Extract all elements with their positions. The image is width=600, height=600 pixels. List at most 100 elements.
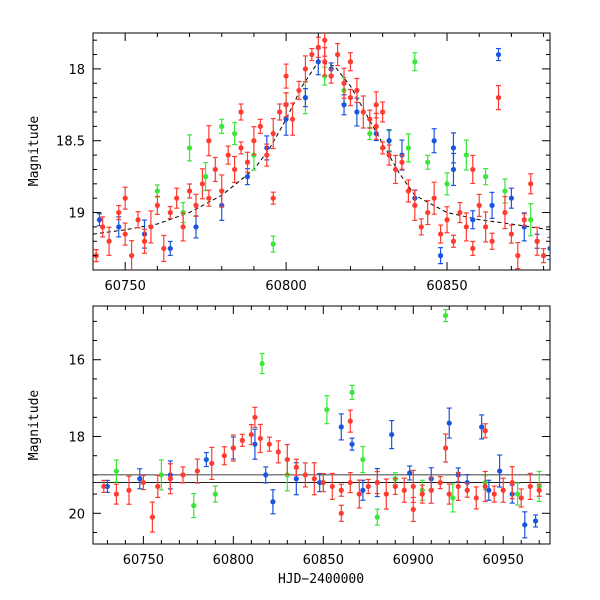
red-marker: [338, 510, 344, 516]
red-marker: [239, 437, 245, 443]
bottom-data-marks: [93, 308, 550, 539]
red-marker: [238, 109, 244, 115]
red-marker: [500, 487, 506, 493]
green-marker: [528, 217, 534, 223]
red-point-64: [508, 224, 514, 244]
blue-marker: [193, 224, 199, 230]
red-point-34: [446, 483, 452, 505]
red-point-15: [275, 440, 281, 464]
red-point-76: [373, 91, 379, 119]
red-marker: [155, 483, 161, 490]
red-marker: [101, 483, 107, 490]
blue-marker: [450, 145, 457, 151]
blue-point-14: [407, 465, 413, 481]
red-marker: [405, 188, 411, 194]
red-marker: [293, 464, 299, 470]
blue-marker: [489, 202, 495, 208]
red-marker: [527, 483, 533, 490]
red-point-12: [248, 423, 254, 446]
red-point-9: [154, 195, 160, 215]
red-point-51: [410, 496, 416, 523]
red-marker: [219, 188, 225, 194]
blue-point-23: [508, 187, 514, 209]
red-point-8: [148, 210, 154, 244]
red-point-45: [386, 144, 392, 166]
red-marker: [122, 231, 128, 237]
bottom-x-axis-label: HJD−2400000: [278, 572, 364, 587]
blue-point-3: [167, 240, 173, 257]
red-marker: [410, 506, 416, 513]
blue-marker: [495, 51, 502, 58]
red-point-26: [264, 143, 270, 167]
red-marker: [283, 73, 289, 79]
blue-point-20: [470, 210, 476, 230]
red-marker: [167, 209, 173, 216]
red-point-2: [106, 226, 112, 256]
red-marker: [373, 102, 379, 108]
blue-point-23: [486, 479, 492, 501]
blue-marker: [547, 245, 550, 252]
blue-marker: [104, 483, 110, 490]
red-point-55: [450, 234, 457, 248]
red-marker: [270, 130, 276, 137]
blue-marker: [302, 95, 309, 101]
red-marker: [180, 224, 186, 230]
x-tick-label: 60850: [426, 279, 467, 294]
red-point-44: [380, 141, 386, 155]
red-marker: [450, 238, 457, 244]
red-marker: [473, 495, 479, 501]
red-point-13: [180, 212, 186, 242]
red-marker: [431, 195, 437, 201]
blue-point-22: [533, 514, 539, 528]
x-tick-label: 60800: [213, 553, 254, 568]
red-marker: [528, 181, 534, 187]
blue-marker: [338, 424, 344, 430]
red-marker: [521, 217, 527, 223]
red-marker: [329, 483, 335, 490]
red-marker: [518, 495, 524, 501]
bottom-y-axis-label: Magnitude: [27, 390, 42, 461]
red-point-6: [180, 466, 186, 484]
green-point-6: [212, 485, 218, 503]
red-point-3: [140, 474, 146, 491]
red-marker: [257, 435, 263, 442]
blue-marker: [386, 138, 392, 144]
red-point-39: [491, 485, 497, 503]
red-point-11: [239, 433, 245, 447]
blue-marker: [270, 499, 276, 505]
red-point-15: [193, 193, 199, 217]
red-point-53: [437, 224, 444, 244]
green-point-11: [367, 126, 373, 141]
red-point-24: [356, 479, 362, 509]
blue-point-6: [263, 466, 269, 484]
red-marker: [199, 181, 206, 187]
blue-point-19: [497, 454, 503, 488]
green-point-1: [259, 352, 265, 375]
green-point-4: [232, 121, 238, 146]
red-point-49: [412, 189, 418, 221]
red-point-5: [167, 463, 173, 495]
blue-marker: [446, 420, 452, 426]
red-marker: [149, 514, 155, 520]
blue-marker: [450, 166, 457, 173]
green-point-19: [528, 203, 534, 237]
red-point-37: [473, 486, 479, 510]
red-point-46: [443, 433, 449, 463]
green-marker: [412, 59, 418, 65]
red-point-26: [374, 470, 380, 495]
green-point-10: [360, 445, 366, 474]
red-marker: [455, 483, 461, 490]
blue-marker: [486, 487, 492, 493]
red-marker: [373, 123, 379, 129]
blue-marker: [407, 470, 413, 476]
red-marker: [113, 491, 119, 497]
red-marker: [270, 195, 276, 201]
blue-marker: [522, 522, 528, 528]
red-point-16: [199, 168, 206, 200]
red-marker: [238, 145, 244, 151]
green-marker: [203, 174, 209, 180]
blue-marker: [354, 109, 360, 115]
red-point-36: [464, 482, 470, 498]
red-marker: [392, 166, 399, 173]
